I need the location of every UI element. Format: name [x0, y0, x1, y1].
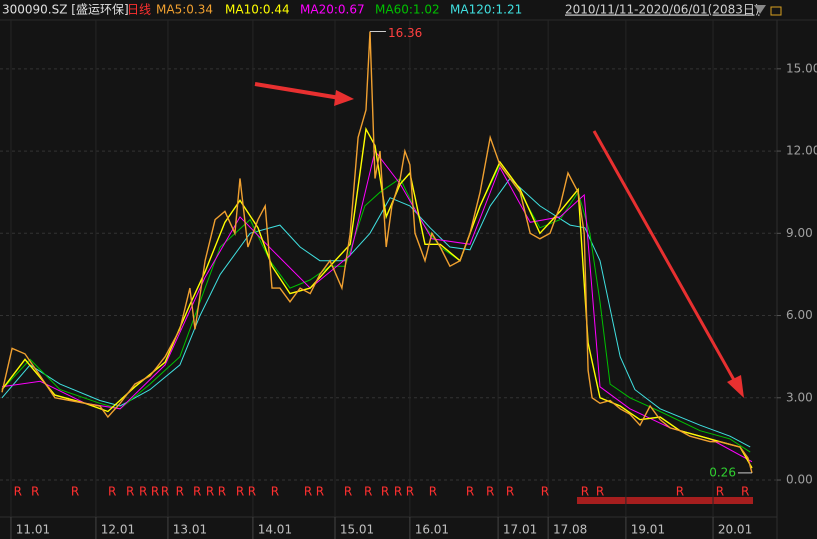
r-marker: R — [316, 485, 324, 499]
dropdown-icon[interactable] — [754, 5, 766, 14]
r-marker: R — [596, 485, 604, 499]
x-tick-label: 15.01 — [340, 523, 374, 537]
legend-entry: MA60:1.02 — [375, 3, 440, 17]
ma-line — [1, 177, 751, 448]
x-tick-label: 14.01 — [258, 523, 292, 537]
annotation: 0.26 — [709, 465, 736, 479]
annotation: 16.36 — [388, 26, 422, 40]
r-band — [577, 497, 753, 504]
arrow — [254, 82, 341, 100]
r-marker: R — [218, 485, 226, 499]
x-tick-label: 17.08 — [553, 523, 587, 537]
r-marker: R — [31, 485, 39, 499]
ma-line — [1, 31, 753, 474]
r-marker: R — [108, 485, 116, 499]
r-marker: R — [206, 485, 214, 499]
r-marker: R — [304, 485, 312, 499]
r-marker: R — [429, 485, 437, 499]
legend-entry: MA120:1.21 — [450, 3, 522, 17]
r-marker: R — [741, 485, 749, 499]
x-tick-label: 11.01 — [16, 523, 50, 537]
legend-entry: MA5:0.34 — [156, 3, 213, 17]
y-tick-label: 3.00 — [786, 390, 813, 404]
r-marker: R — [176, 485, 184, 499]
r-marker: R — [466, 485, 474, 499]
r-marker: R — [14, 485, 22, 499]
r-marker: R — [381, 485, 389, 499]
lock-icon[interactable] — [770, 6, 782, 16]
x-tick-label: 19.01 — [631, 523, 665, 537]
x-tick-label: 17.01 — [503, 523, 537, 537]
y-tick-label: 9.00 — [786, 226, 813, 240]
date-range[interactable]: 2010/11/11-2020/06/01(2083日) — [565, 3, 760, 17]
arrow-head — [334, 90, 354, 106]
r-marker: R — [193, 485, 201, 499]
arrow-head — [727, 375, 744, 398]
period: 日线 — [127, 3, 151, 17]
r-marker: R — [406, 485, 414, 499]
x-tick-label: 16.01 — [415, 523, 449, 537]
r-marker: R — [151, 485, 159, 499]
y-tick-label: 0.00 — [786, 473, 813, 487]
x-tick-label: 13.01 — [173, 523, 207, 537]
y-tick-label: 15.00 — [786, 61, 817, 75]
r-marker: R — [506, 485, 514, 499]
r-marker: R — [344, 485, 352, 499]
r-marker: R — [161, 485, 169, 499]
r-marker: R — [394, 485, 402, 499]
legend-entry: MA20:0.67 — [300, 3, 365, 17]
arrow — [592, 130, 736, 381]
y-tick-label: 6.00 — [786, 308, 813, 322]
r-marker: R — [676, 485, 684, 499]
x-tick-label: 20.01 — [718, 523, 752, 537]
r-marker: R — [126, 485, 134, 499]
x-tick-label: 12.01 — [101, 523, 135, 537]
r-marker: R — [716, 485, 724, 499]
r-marker: R — [541, 485, 549, 499]
r-marker: R — [364, 485, 372, 499]
legend-entry: MA10:0.44 — [225, 3, 290, 17]
symbol: 300090.SZ [盛运环保] — [2, 2, 129, 17]
y-tick-label: 12.00 — [786, 144, 817, 158]
r-marker: R — [248, 485, 256, 499]
r-marker: R — [139, 485, 147, 499]
r-marker: R — [236, 485, 244, 499]
r-marker: R — [581, 485, 589, 499]
r-marker: R — [71, 485, 79, 499]
r-marker: R — [486, 485, 494, 499]
r-marker: R — [271, 485, 279, 499]
